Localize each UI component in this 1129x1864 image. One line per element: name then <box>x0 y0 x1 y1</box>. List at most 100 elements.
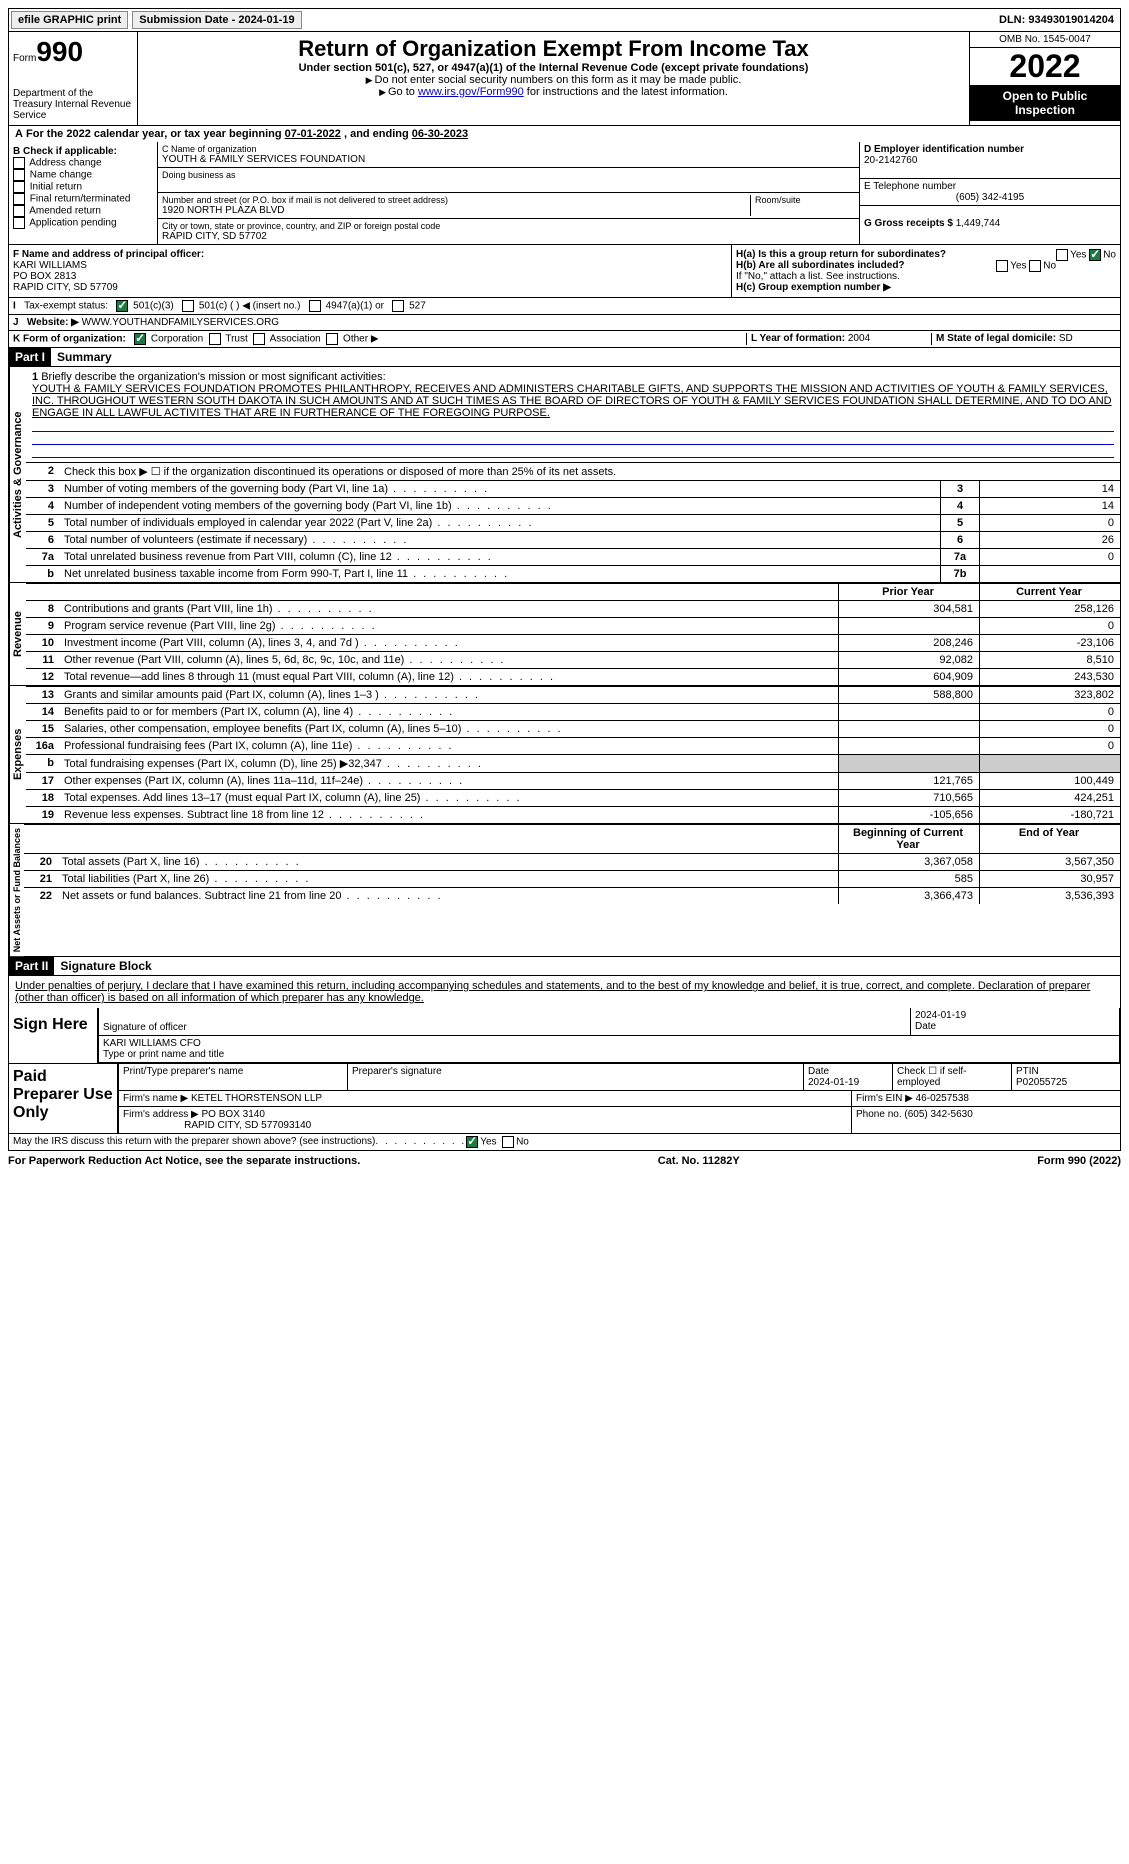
line-2: Check this box ▶ ☐ if the organization d… <box>60 463 1120 481</box>
phone: (605) 342-4195 <box>864 192 1116 203</box>
table-row: 22Net assets or fund balances. Subtract … <box>24 888 1120 905</box>
checkbox-final-return[interactable] <box>13 193 25 205</box>
section-klm: K Form of organization: Corporation Trus… <box>8 331 1121 348</box>
table-row: 15Salaries, other compensation, employee… <box>26 721 1120 738</box>
irs-link[interactable]: www.irs.gov/Form990 <box>418 86 524 98</box>
checkbox-amended[interactable] <box>13 205 25 217</box>
year-formation: 2004 <box>848 333 870 344</box>
officer-name: KARI WILLIAMS <box>13 260 87 271</box>
part2-header: Part IISignature Block <box>8 957 1121 976</box>
part1-header: Part ISummary <box>8 348 1121 367</box>
table-row: 13Grants and similar amounts paid (Part … <box>26 687 1120 704</box>
section-j: J Website: ▶ WWW.YOUTHANDFAMILYSERVICES.… <box>8 315 1121 331</box>
irs-discuss-no[interactable] <box>502 1136 514 1148</box>
website: WWW.YOUTHANDFAMILYSERVICES.ORG <box>82 317 279 328</box>
city: RAPID CITY, SD 57702 <box>162 231 855 242</box>
section-deg: D Employer identification number20-21427… <box>859 142 1120 244</box>
submission-date: 2024-01-19 <box>238 14 294 26</box>
check-other[interactable] <box>326 333 338 345</box>
form-title: Return of Organization Exempt From Incom… <box>142 36 965 62</box>
submission-label: Submission Date - <box>139 14 238 26</box>
org-name-label: C Name of organization <box>162 144 855 154</box>
table-row: 21Total liabilities (Part X, line 26)585… <box>24 871 1120 888</box>
gross-label: G Gross receipts $ <box>864 218 956 229</box>
paperwork-notice: For Paperwork Reduction Act Notice, see … <box>8 1155 360 1167</box>
ein: 20-2142760 <box>864 155 917 166</box>
org-name: YOUTH & FAMILY SERVICES FOUNDATION <box>162 154 855 165</box>
officer-city: RAPID CITY, SD 57709 <box>13 282 118 293</box>
ha-no[interactable] <box>1089 249 1101 261</box>
prep-sig-label: Preparer's signature <box>348 1064 804 1090</box>
form-header: Form990 Department of the Treasury Inter… <box>8 32 1121 126</box>
table-row: 19Revenue less expenses. Subtract line 1… <box>26 807 1120 824</box>
vert-netassets: Net Assets or Fund Balances <box>9 824 24 956</box>
checkbox-initial-return[interactable] <box>13 181 25 193</box>
street: 1920 NORTH PLAZA BLVD <box>162 205 750 216</box>
section-a: A For the 2022 calendar year, or tax yea… <box>9 126 474 142</box>
submission-date-button[interactable]: Submission Date - 2024-01-19 <box>132 11 301 29</box>
subtitle-2: Do not enter social security numbers on … <box>142 74 965 86</box>
sig-officer-label: Signature of officer <box>99 1008 911 1035</box>
checkbox-address-change[interactable] <box>13 157 25 169</box>
city-label: City or town, state or province, country… <box>162 221 855 231</box>
lines-ag: 2Check this box ▶ ☐ if the organization … <box>26 462 1120 480</box>
efile-print-button[interactable]: efile GRAPHIC print <box>11 11 128 29</box>
gross-receipts: 1,449,744 <box>956 218 1001 229</box>
top-bar: efile GRAPHIC print Submission Date - 20… <box>8 8 1121 32</box>
table-row: 7aTotal unrelated business revenue from … <box>26 549 1120 566</box>
form-number: 990 <box>36 36 83 67</box>
subtitle-3: Go to www.irs.gov/Form990 for instructio… <box>142 86 965 98</box>
table-row: bTotal fundraising expenses (Part IX, co… <box>26 755 1120 773</box>
firm-ein: 46-0257538 <box>916 1093 969 1104</box>
may-irs-discuss: May the IRS discuss this return with the… <box>8 1134 1121 1151</box>
section-i: I Tax-exempt status: 501(c)(3) 501(c) ( … <box>8 298 1121 315</box>
check-corp[interactable] <box>134 333 146 345</box>
phone-label: E Telephone number <box>864 181 956 192</box>
section-c: C Name of organizationYOUTH & FAMILY SER… <box>158 142 859 244</box>
check-501c[interactable] <box>182 300 194 312</box>
end-year-head: End of Year <box>980 825 1121 854</box>
hb-label: H(b) Are all subordinates included? <box>736 260 905 271</box>
dln: DLN: 93493019014204 <box>999 14 1120 26</box>
ha-yes[interactable] <box>1056 249 1068 261</box>
table-row: 12Total revenue—add lines 8 through 11 (… <box>26 669 1120 686</box>
table-row: 14Benefits paid to or for members (Part … <box>26 704 1120 721</box>
prep-date: 2024-01-19 <box>808 1077 859 1088</box>
vert-revenue: Revenue <box>9 583 26 685</box>
check-self-employed: Check ☐ if self-employed <box>893 1064 1012 1090</box>
checkbox-app-pending[interactable] <box>13 217 25 229</box>
ha-label: H(a) Is this a group return for subordin… <box>736 249 946 260</box>
firm-phone: (605) 342-5630 <box>904 1109 972 1120</box>
check-4947[interactable] <box>309 300 321 312</box>
check-501c3[interactable] <box>116 300 128 312</box>
hc-label: H(c) Group exemption number ▶ <box>736 282 891 293</box>
tax-year-begin: 07-01-2022 <box>285 128 341 140</box>
table-row: bNet unrelated business taxable income f… <box>26 566 1120 583</box>
section-f: F Name and address of principal officer:… <box>9 245 732 297</box>
firm-city: RAPID CITY, SD 577093140 <box>184 1120 311 1131</box>
omb-number: OMB No. 1545-0047 <box>970 32 1120 48</box>
irs-discuss-yes[interactable] <box>466 1136 478 1148</box>
perjury-declaration: Under penalties of perjury, I declare th… <box>9 976 1120 1008</box>
table-row: 11Other revenue (Part VIII, column (A), … <box>26 652 1120 669</box>
form-word: Form <box>13 53 36 64</box>
hb-yes[interactable] <box>996 260 1008 272</box>
check-trust[interactable] <box>209 333 221 345</box>
check-assoc[interactable] <box>253 333 265 345</box>
mission-text: YOUTH & FAMILY SERVICES FOUNDATION PROMO… <box>32 383 1112 419</box>
vert-expenses: Expenses <box>9 686 26 823</box>
table-row: 4Number of independent voting members of… <box>26 498 1120 515</box>
hb-no[interactable] <box>1029 260 1041 272</box>
table-row: 17Other expenses (Part IX, column (A), l… <box>26 773 1120 790</box>
sign-here-label: Sign Here <box>9 1008 97 1063</box>
open-to-public: Open to Public Inspection <box>970 85 1120 121</box>
current-year-head: Current Year <box>980 584 1121 601</box>
table-row: 10Investment income (Part VIII, column (… <box>26 635 1120 652</box>
room-label: Room/suite <box>755 195 855 205</box>
paid-preparer-label: Paid Preparer Use Only <box>9 1064 117 1133</box>
table-row: 18Total expenses. Add lines 13–17 (must … <box>26 790 1120 807</box>
checkbox-name-change[interactable] <box>13 169 25 181</box>
ptin: P02055725 <box>1016 1077 1067 1088</box>
check-527[interactable] <box>392 300 404 312</box>
signature-block: Under penalties of perjury, I declare th… <box>8 976 1121 1134</box>
